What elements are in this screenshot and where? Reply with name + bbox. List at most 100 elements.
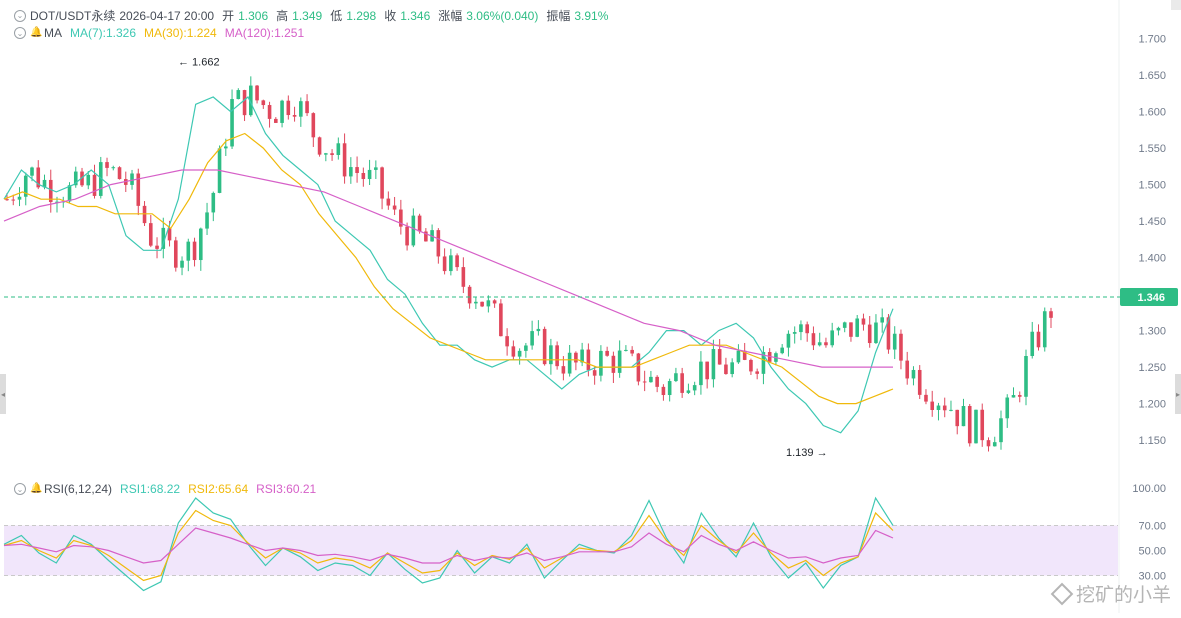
collapse-chevron-icon[interactable]: ⌄ [14, 27, 26, 39]
alert-bell-icon[interactable]: 🔔 [30, 483, 43, 494]
price-tick-label: 1.600 [1138, 107, 1166, 119]
candle-body [517, 350, 522, 357]
candle-body [117, 167, 122, 180]
candle-body [48, 179, 53, 203]
ma7-line [3, 96, 894, 434]
candle-body [717, 349, 722, 365]
candle-body [324, 153, 328, 155]
close-label: 收 [384, 9, 397, 23]
candle-body [786, 333, 791, 348]
left-scroll-handle[interactable]: ◂ [0, 374, 6, 414]
candle-body [561, 366, 566, 374]
watermark-text: 挖矿的小羊 [1075, 585, 1171, 606]
low-marker: 1.139 → [786, 447, 828, 459]
candle-body [805, 324, 809, 334]
collapse-chevron-icon[interactable]: ⌄ [14, 9, 26, 22]
candle-body [611, 355, 616, 373]
candle-body [599, 350, 603, 376]
candle-body [686, 390, 691, 393]
candle-body [424, 231, 428, 242]
price-tick-label: 1.400 [1138, 253, 1166, 265]
candle-body [630, 349, 634, 354]
candle-body [642, 381, 647, 383]
candle-body [817, 342, 822, 346]
candle-body [649, 376, 653, 383]
amplitude-value: 3.91% [574, 8, 609, 23]
candle-body [917, 369, 922, 395]
candle-datetime: 2026-04-17 20:00 [119, 8, 215, 23]
candle-body [236, 90, 241, 100]
candle-body [580, 349, 584, 363]
amplitude-label: 振幅 [546, 9, 571, 23]
candle-body [380, 167, 384, 199]
rsi-tick-label: 70.00 [1138, 521, 1166, 533]
candle-body [67, 185, 72, 202]
right-scroll-handle[interactable]: ▸ [1175, 374, 1181, 414]
candle-body [980, 409, 985, 441]
candle-body [499, 303, 503, 337]
candle-body [386, 198, 391, 206]
candle-body [955, 409, 960, 427]
candle-body [367, 169, 372, 180]
candle-body [98, 162, 103, 196]
candle-body [511, 346, 516, 357]
candle-body [317, 137, 322, 155]
candle-body [999, 418, 1003, 443]
rsi1-value: RSI1:68.22 [120, 482, 181, 496]
candle-body [299, 101, 303, 117]
candle-body [799, 324, 803, 333]
candle-body [536, 328, 541, 332]
candle-body [192, 241, 197, 261]
candle-body [305, 101, 309, 114]
candle-body [180, 260, 184, 268]
rsi3-line [3, 527, 894, 564]
price-tick-label: 1.150 [1138, 435, 1166, 447]
candle-body [855, 318, 860, 337]
low-label: 低 [330, 9, 343, 23]
candle-body [730, 362, 734, 375]
candle-body [111, 167, 116, 169]
candle-body [505, 336, 509, 347]
candle-body [330, 153, 334, 155]
corner-handle[interactable] [1171, 0, 1181, 10]
candle-body [286, 100, 291, 116]
candle-body [1042, 311, 1047, 348]
candle-body [480, 301, 484, 307]
candle-body [667, 381, 672, 396]
candle-body [405, 226, 409, 246]
candle-body [655, 376, 659, 387]
candle-body [736, 350, 741, 363]
candle-body [142, 205, 147, 224]
candle-body [17, 196, 22, 200]
candle-body [692, 385, 697, 391]
ma30-value: MA(30):1.224 [144, 26, 217, 40]
candle-body [361, 173, 366, 180]
price-tick-label: 1.300 [1138, 326, 1166, 338]
candle-body [699, 361, 703, 386]
candle-body [399, 209, 403, 227]
candle-body [249, 85, 253, 116]
change-value: 3.06%(0.040) [466, 8, 539, 23]
candle-body [861, 318, 866, 325]
ma-legend: ⌄ 🔔 MA MA(7):1.326 MA(30):1.224 MA(120):… [14, 26, 304, 40]
candle-body [442, 256, 447, 272]
candle-body [173, 240, 178, 268]
price-tick-label: 1.650 [1138, 70, 1166, 82]
candle-body [961, 406, 966, 427]
alert-bell-icon[interactable]: 🔔 [30, 27, 43, 38]
candle-body [411, 215, 416, 246]
candle-body [924, 394, 928, 402]
rsi3-value: RSI3:60.21 [256, 482, 317, 496]
candle-body [374, 167, 378, 170]
current-price-tag: 1.346 [1137, 292, 1165, 304]
candle-body [780, 347, 784, 354]
candle-body [761, 352, 766, 374]
candle-body [73, 171, 78, 186]
candle-body [274, 118, 278, 123]
collapse-chevron-icon[interactable]: ⌄ [14, 483, 26, 495]
candle-body [417, 215, 422, 232]
rsi-tick-label: 100.00 [1132, 483, 1166, 495]
candle-body [292, 115, 297, 117]
